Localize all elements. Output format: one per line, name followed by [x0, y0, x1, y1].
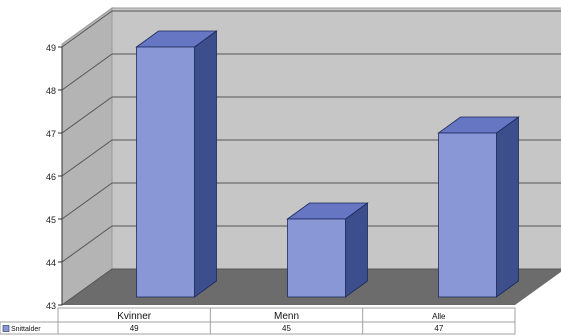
bar-side-face	[194, 30, 217, 298]
x-category-label: Alle	[432, 312, 446, 321]
bar-front-face	[136, 46, 195, 298]
gridline-side	[61, 225, 113, 263]
x-category-label: Menn	[274, 311, 299, 322]
y-tick-label: 45	[46, 215, 56, 225]
gridline-side	[61, 53, 113, 91]
y-tick-label: 43	[46, 301, 56, 311]
data-table-value: 47	[434, 324, 443, 333]
y-tick-label: 44	[46, 258, 56, 268]
y-tick-label: 47	[46, 129, 56, 139]
gridline-side	[61, 268, 113, 306]
y-axis: 43 44 45 46 47 48 49	[46, 43, 63, 311]
legend-label: Snittalder	[11, 326, 41, 333]
bar-side-face	[496, 116, 519, 298]
table-frame	[57, 307, 516, 335]
gridline-side	[61, 96, 113, 134]
gridline-side	[61, 139, 113, 177]
bar-kvinner	[135, 30, 218, 298]
legend-swatch	[2, 325, 10, 332]
y-tick-label: 49	[46, 43, 56, 53]
bars	[135, 30, 520, 298]
bar-front-face	[287, 218, 346, 298]
x-category-label: Kvinner	[117, 311, 152, 322]
bar-menn	[286, 202, 369, 298]
data-table-value: 45	[282, 324, 291, 333]
gridline-side	[61, 182, 113, 220]
y-tick-label: 46	[46, 172, 56, 182]
bar-alle	[437, 116, 520, 298]
data-table-value: 49	[130, 324, 139, 333]
bar-front-face	[438, 132, 497, 298]
gridline-side	[61, 10, 113, 48]
bar-side-face	[345, 202, 368, 298]
y-tick-label: 48	[46, 86, 56, 96]
data-table: Kvinner Menn Alle 49 45 47 Snittalder	[0, 307, 516, 335]
side-wall	[61, 7, 113, 306]
